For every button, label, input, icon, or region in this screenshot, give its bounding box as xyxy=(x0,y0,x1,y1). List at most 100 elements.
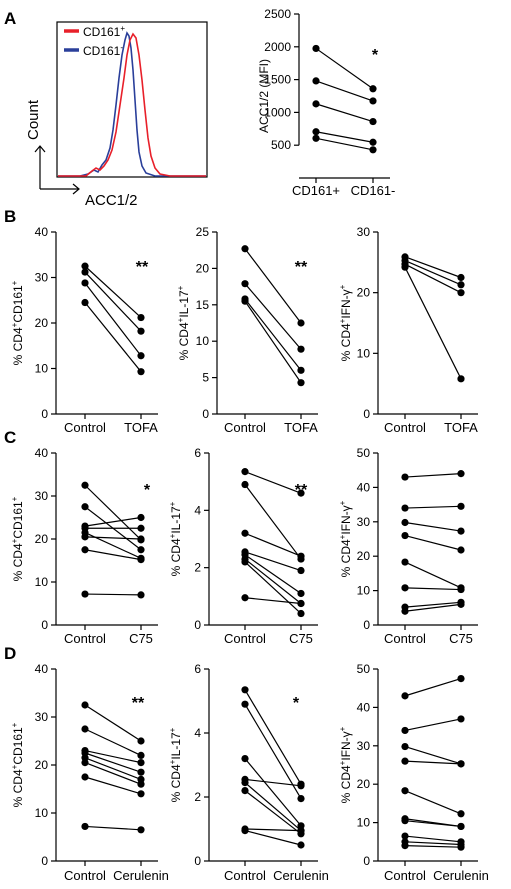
y-tick-label: 20 xyxy=(357,549,371,563)
data-point-after xyxy=(137,826,145,834)
acc-arrow-head xyxy=(72,183,80,195)
y-tick-label: 10 xyxy=(357,816,371,830)
data-point-after xyxy=(457,375,465,383)
pair-line xyxy=(244,830,302,846)
ylabel-text-2: IL-17 xyxy=(177,290,191,318)
data-point-before xyxy=(81,268,89,276)
y-tick-label: 10 xyxy=(35,575,49,589)
y-tick-label: 50 xyxy=(357,662,371,676)
data-point-before xyxy=(401,584,409,592)
pair-line xyxy=(244,558,302,604)
ylabel-text-2: CD161 xyxy=(11,285,25,323)
pair-line xyxy=(84,825,142,831)
data-point-before xyxy=(401,787,409,795)
ylabel-sup: + xyxy=(10,764,19,769)
category-label: Control xyxy=(64,631,106,646)
ylabel-text-2: IFN-γ xyxy=(339,731,353,760)
data-point-before xyxy=(241,297,249,305)
y-tick-label: 0 xyxy=(363,618,370,632)
data-point-after xyxy=(457,273,465,282)
pair-line xyxy=(404,745,462,765)
pair-line xyxy=(315,137,374,151)
count-arrow-head xyxy=(34,145,46,153)
y-tick-label: 30 xyxy=(35,710,49,724)
data-point-after xyxy=(369,97,377,105)
data-point-after xyxy=(457,289,465,297)
y-tick-label: 30 xyxy=(357,225,371,239)
y-tick-label: 0 xyxy=(363,854,370,868)
category-label: CD161+ xyxy=(292,183,340,198)
pair-line xyxy=(244,790,302,835)
ylabel-sup-2: + xyxy=(338,284,347,289)
y-tick-label: 2000 xyxy=(264,40,291,54)
category-label: Control xyxy=(224,420,266,435)
y-tick-label: 40 xyxy=(357,480,371,494)
category-label: TOFA xyxy=(284,420,318,435)
data-point-after xyxy=(457,600,465,608)
data-point-before xyxy=(312,134,320,142)
y-tick-label: 10 xyxy=(35,806,49,820)
pair-line xyxy=(84,516,142,527)
data-point-after xyxy=(457,546,465,554)
ylabel-text: % CD4 xyxy=(339,323,353,361)
pair-line xyxy=(404,820,462,828)
y-tick-label: 1000 xyxy=(264,105,291,119)
y-axis-label: % CD4+CD161+ xyxy=(10,722,25,807)
data-point-before xyxy=(81,759,89,767)
pair-line xyxy=(84,302,142,373)
y-tick-label: 30 xyxy=(357,739,371,753)
data-point-before xyxy=(81,725,89,733)
data-point-after xyxy=(457,527,465,535)
y-tick-label: 1500 xyxy=(264,73,291,87)
pair-line xyxy=(84,776,142,795)
panel-letter-a: A xyxy=(4,9,16,28)
pair-line xyxy=(404,259,462,286)
y-axis-label: % CD4+IFN-γ+ xyxy=(338,284,353,361)
cd161-negative-curve xyxy=(58,31,206,177)
y-tick-label: 0 xyxy=(194,854,201,868)
y-tick-label: 40 xyxy=(35,446,49,460)
data-point-before xyxy=(401,842,409,850)
pair-line xyxy=(404,561,462,589)
data-point-before xyxy=(241,480,249,489)
pair-line xyxy=(244,689,302,785)
data-point-before xyxy=(81,533,89,541)
pair-line xyxy=(244,597,302,605)
ylabel-sup-2: + xyxy=(176,285,185,290)
pair-line xyxy=(404,587,462,591)
data-point-after xyxy=(457,675,465,683)
pair-line xyxy=(404,473,462,478)
data-point-after xyxy=(137,546,145,554)
ylabel-sup: + xyxy=(168,533,177,538)
significance-marker: ** xyxy=(136,259,149,276)
y-tick-label: 50 xyxy=(357,446,371,460)
data-point-before xyxy=(241,787,249,795)
y-tick-label: 40 xyxy=(35,662,49,676)
ylabel-sup-2: + xyxy=(10,496,19,501)
data-point-after xyxy=(297,827,305,835)
pair-line xyxy=(404,790,462,815)
y-tick-label: 40 xyxy=(357,700,371,714)
data-point-after xyxy=(137,780,145,788)
pair-line xyxy=(315,131,374,143)
panel-letter-b: B xyxy=(4,207,16,226)
pair-line xyxy=(244,828,302,832)
data-point-after xyxy=(137,768,145,776)
y-axis-label: % CD4+IL-17+ xyxy=(176,285,191,360)
pair-line xyxy=(404,521,462,532)
pair-line xyxy=(404,718,462,732)
pair-line xyxy=(244,484,302,560)
data-point-after xyxy=(369,138,377,146)
data-point-before xyxy=(81,298,89,307)
data-point-before xyxy=(401,518,409,527)
data-point-after xyxy=(297,589,305,598)
ylabel-sup: + xyxy=(338,318,347,323)
pair-line xyxy=(315,47,374,90)
pair-line xyxy=(84,704,142,742)
ylabel-sup-2: + xyxy=(10,280,19,285)
pair-line xyxy=(84,750,142,764)
data-point-before xyxy=(81,701,89,709)
pair-line xyxy=(404,263,462,294)
